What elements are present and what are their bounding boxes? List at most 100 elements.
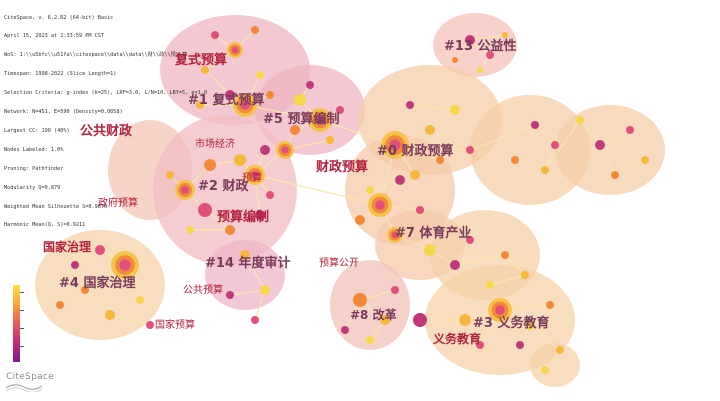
- keyword-fushi-yusuan: 复式预算: [175, 53, 228, 68]
- time-color-legend: [13, 285, 20, 362]
- network-node: [198, 203, 212, 217]
- network-node: [211, 31, 219, 39]
- network-edge: [544, 144, 556, 171]
- network-node-core: [375, 200, 385, 210]
- network-node: [290, 125, 300, 135]
- network-node: [516, 341, 524, 349]
- network-node: [136, 296, 144, 304]
- meta-line: WoS: 1:\\u5bfc\\u51fa\\citespace\\data\\…: [4, 52, 188, 59]
- network-node: [459, 314, 471, 326]
- network-node: [251, 26, 259, 34]
- network-node: [186, 226, 194, 234]
- keyword-yusuan: 预算: [242, 173, 262, 184]
- network-edge: [84, 289, 111, 316]
- network-node: [541, 166, 549, 174]
- network-node-core: [281, 146, 289, 154]
- cluster-label-14: #14 年度审计: [205, 256, 291, 271]
- network-node: [450, 260, 460, 270]
- network-node: [251, 316, 259, 324]
- meta-line: April 15, 2023 at 2:33:59 PM CST: [4, 33, 104, 40]
- meta-line: Pruning: Pathfinder: [4, 165, 64, 172]
- network-node: [266, 91, 274, 99]
- keyword-guojia-zhili: 国家治理: [43, 240, 92, 254]
- citespace-logo: CiteSpace: [6, 372, 54, 382]
- cluster-label-4: #4 国家治理: [59, 276, 136, 291]
- network-edge: [504, 254, 526, 276]
- network-node: [477, 67, 483, 73]
- network-node: [240, 250, 250, 260]
- network-node-core: [315, 115, 325, 125]
- network-node: [541, 366, 549, 374]
- cluster-label-5: #5 预算编制: [263, 112, 340, 127]
- network-node: [465, 35, 475, 45]
- cluster-label-0: #0 财政预算: [377, 144, 454, 159]
- network-node: [355, 215, 365, 225]
- network-node-core: [119, 259, 131, 271]
- network-node: [294, 94, 306, 106]
- meta-line: Selection Criteria: g-index (k=25), LRF=…: [4, 90, 208, 97]
- network-node: [201, 66, 209, 74]
- network-node: [486, 281, 494, 289]
- network-edge: [529, 324, 561, 351]
- network-node: [641, 156, 649, 164]
- network-node-core: [391, 231, 399, 239]
- legend-tick: [20, 346, 24, 347]
- network-node-core: [495, 305, 505, 315]
- network-node: [204, 159, 216, 171]
- meta-line: Nodes Labeled: 1.0%: [4, 146, 64, 153]
- network-edge: [244, 104, 321, 121]
- network-nodes: [56, 26, 649, 374]
- citespace-logo-wave-icon: [6, 384, 42, 392]
- cluster-label-13: #13 公益性: [444, 39, 517, 54]
- network-edge: [244, 254, 266, 291]
- network-node: [416, 206, 424, 214]
- network-node: [260, 145, 270, 155]
- network-node: [353, 293, 367, 307]
- network-node: [234, 154, 246, 166]
- cluster-hull: [555, 105, 665, 195]
- keyword-yusuan-bianzhi: 预算编制: [217, 210, 270, 225]
- network-edge: [59, 289, 86, 306]
- network-node: [225, 90, 235, 100]
- network-node: [95, 245, 105, 255]
- network-node: [266, 191, 274, 199]
- network-node-core: [181, 186, 189, 194]
- network-node: [436, 156, 444, 164]
- keyword-gonggong-yusuan: 公共预算: [183, 285, 223, 296]
- network-node: [391, 286, 399, 294]
- keyword-yusuan-gongkai: 预算公开: [319, 258, 359, 269]
- meta-line: Largest CC: 190 (40%): [4, 127, 70, 134]
- network-node: [501, 251, 509, 259]
- network-node: [450, 105, 460, 115]
- network-node-core: [240, 100, 250, 110]
- legend-tick: [20, 292, 24, 293]
- network-node: [502, 32, 508, 38]
- network-node: [166, 171, 174, 179]
- meta-line: Modularity Q=0.879: [4, 184, 61, 191]
- network-node: [466, 146, 474, 154]
- network-edge: [544, 119, 581, 171]
- network-node-core: [389, 139, 401, 151]
- meta-line: Network: N=451, E=590 (Density=0.0058): [4, 109, 123, 116]
- network-node: [146, 321, 154, 329]
- network-node: [466, 236, 474, 244]
- network-node: [255, 210, 265, 220]
- network-node: [551, 141, 559, 149]
- network-edge: [454, 254, 506, 266]
- network-edge: [409, 104, 456, 111]
- network-node: [452, 57, 458, 63]
- cluster-hull: [470, 95, 590, 205]
- keyword-guojia-yusuan: 国家预算: [155, 320, 195, 331]
- network-edge: [109, 314, 151, 326]
- network-edge: [254, 289, 266, 321]
- cluster-hull: [330, 260, 410, 350]
- network-node: [521, 271, 529, 279]
- cluster-label-2: #2 财政: [198, 179, 249, 194]
- network-node: [424, 244, 436, 256]
- network-node: [525, 320, 535, 330]
- network-node: [226, 291, 234, 299]
- network-edge: [599, 144, 616, 176]
- cluster-label-1: #1 复式预算: [188, 93, 265, 108]
- network-node: [336, 106, 344, 114]
